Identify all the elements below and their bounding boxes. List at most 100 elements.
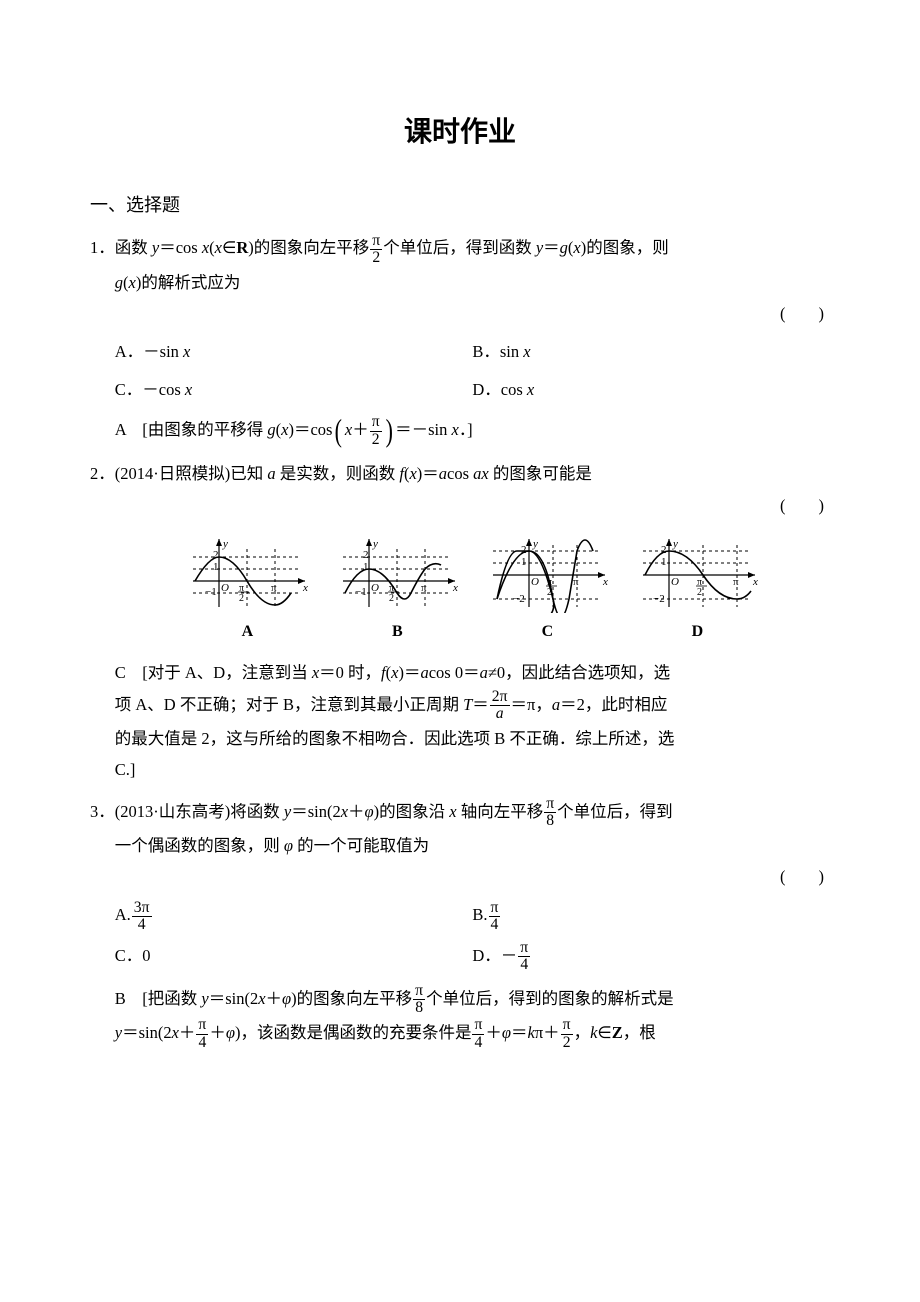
q2-body: (2014·日照模拟)已知 a 是实数，则函数 f(x)＝acos ax 的图象… [115, 458, 830, 785]
fig-label-B: B [333, 617, 461, 647]
q1-answer: A [由图象的平移得 g(x)＝cos(x＋π2)＝－sin x．] [115, 414, 830, 448]
text: A [由图象的平移得 [115, 420, 268, 439]
q1-stem: 1． 函数 y＝cos x(x∈R)的图象向左平移π2个单位后，得到函数 y＝g… [90, 232, 830, 448]
q2-number: 2． [90, 458, 115, 785]
numer: π [370, 233, 382, 250]
option-C: C．0 [115, 937, 473, 977]
text: )的图象沿 [374, 802, 450, 821]
text: ∈ [222, 238, 236, 257]
q3-options: A.3π4 B.π4 C．0 D．－π4 [115, 896, 830, 976]
text: π＋ [535, 1023, 560, 1042]
numer: π [489, 900, 501, 917]
figure-B: 2 1 −1 y x O π 2 π B [333, 535, 461, 647]
var-phi: φ [284, 836, 293, 855]
text: 是实数，则函数 [276, 464, 400, 483]
opt-text: A. [115, 905, 131, 924]
denom: 8 [413, 1000, 425, 1016]
q3-body: (2013·山东高考)将函数 y＝sin(2x＋φ)的图象沿 x 轴向左平移π8… [115, 796, 830, 1052]
frac-pi-2: π2 [370, 233, 382, 267]
frac: π4 [489, 900, 501, 934]
text: C.] [115, 760, 136, 779]
var-phi: φ [226, 1023, 235, 1042]
var-x: x [341, 802, 348, 821]
text: 的最大值是 2，这与所给的图象不相吻合．因此选项 B 不正确．综上所述，选 [115, 729, 675, 748]
text: ＝sin(2 [291, 802, 341, 821]
text: ＋ [348, 802, 365, 821]
text: ＝ [472, 695, 489, 714]
option-B: B．sin x [472, 333, 830, 370]
numer: π [196, 1017, 208, 1034]
svg-text:O: O [371, 582, 379, 594]
svg-text:π: π [573, 576, 579, 588]
var-x: x [449, 802, 456, 821]
numer: π [413, 983, 425, 1000]
page: 课时作业 一、选择题 1． 函数 y＝cos x(x∈R)的图象向左平移π2个单… [0, 0, 920, 1097]
q3-number: 3． [90, 796, 115, 1052]
svg-text:−2: −2 [653, 593, 665, 605]
frac: 3π4 [132, 900, 152, 934]
frac: π4 [518, 940, 530, 974]
graph-C-svg: 2 1 −2 y x O π 2 π [483, 535, 611, 613]
text: ＋ [266, 989, 283, 1008]
var-x: x [451, 420, 458, 439]
text: 个单位后，得到的图象的解析式是 [426, 989, 674, 1008]
figure-D: 2 1 −2 y x O π 2 π D [633, 535, 761, 647]
var-a: a [480, 663, 488, 682]
q2-answer: C [对于 A、D，注意到当 x＝0 时，f(x)＝acos 0＝a≠0，因此结… [115, 657, 830, 785]
answer-paren: ( ) [115, 490, 830, 521]
denom: 4 [196, 1035, 208, 1051]
option-D: D．cos x [472, 371, 830, 408]
section-heading: 一、选择题 [90, 188, 830, 222]
fig-label-A: A [183, 617, 311, 647]
var-y: y [201, 989, 208, 1008]
option-C: C．－cos x [115, 371, 473, 408]
q3-stem: 3． (2013·山东高考)将函数 y＝sin(2x＋φ)的图象沿 x 轴向左平… [90, 796, 830, 1052]
text: 的一个可能取值为 [293, 836, 429, 855]
text: cos 0＝ [429, 663, 480, 682]
text: B [把函数 [115, 989, 202, 1008]
text: ＋ [209, 1023, 226, 1042]
frac: 2πa [490, 689, 510, 723]
var-x: x [172, 1023, 179, 1042]
q1-options: A．－sin x B．sin x C．－cos x D．cos x [115, 333, 830, 408]
svg-text:π: π [733, 576, 739, 588]
text: 个单位后，得到函数 [383, 238, 536, 257]
svg-text:2: 2 [547, 587, 552, 598]
graph-D-svg: 2 1 −2 y x O π 2 π [633, 535, 761, 613]
numer: π [370, 414, 382, 431]
var-a: a [267, 464, 275, 483]
svg-text:−1: −1 [205, 586, 217, 598]
text: )的图象向左平移 [291, 989, 412, 1008]
text: ＝2，此时相应 [560, 695, 667, 714]
opt-text: C．－cos [115, 380, 185, 399]
svg-text:O: O [531, 576, 539, 588]
denom: 4 [489, 917, 501, 933]
text: ＋ [179, 1023, 196, 1042]
denom: 2 [370, 250, 382, 266]
var-ax: ax [473, 464, 489, 483]
svg-text:2: 2 [213, 549, 219, 561]
svg-text:O: O [671, 576, 679, 588]
text: 函数 [115, 238, 152, 257]
denom: 4 [472, 1035, 484, 1051]
var-x: x [215, 238, 222, 257]
svg-text:y: y [222, 538, 228, 550]
graph-A-svg: 2 1 −1 y x O π 2 π [183, 535, 311, 613]
svg-text:y: y [372, 538, 378, 550]
svg-text:2: 2 [239, 593, 244, 604]
text: (2013·山东高考)将函数 [115, 802, 284, 821]
question-1: 1． 函数 y＝cos x(x∈R)的图象向左平移π2个单位后，得到函数 y＝g… [90, 232, 830, 448]
text: 项 A、D 不正确；对于 B，注意到其最小正周期 [115, 695, 463, 714]
text: ＝sin(2 [209, 989, 259, 1008]
numer: π [544, 796, 556, 813]
var-x: x [523, 342, 530, 361]
q1-body: 函数 y＝cos x(x∈R)的图象向左平移π2个单位后，得到函数 y＝g(x)… [115, 232, 830, 448]
text: 一个偶函数的图象，则 [115, 836, 284, 855]
q2-figures: 2 1 −1 y x O π 2 π A [115, 535, 830, 647]
text: ＝cos [159, 238, 202, 257]
text: ，根 [623, 1023, 656, 1042]
svg-text:y: y [672, 538, 678, 550]
svg-text:y: y [532, 538, 538, 550]
option-D: D．－π4 [472, 937, 830, 977]
var-a: a [439, 464, 447, 483]
